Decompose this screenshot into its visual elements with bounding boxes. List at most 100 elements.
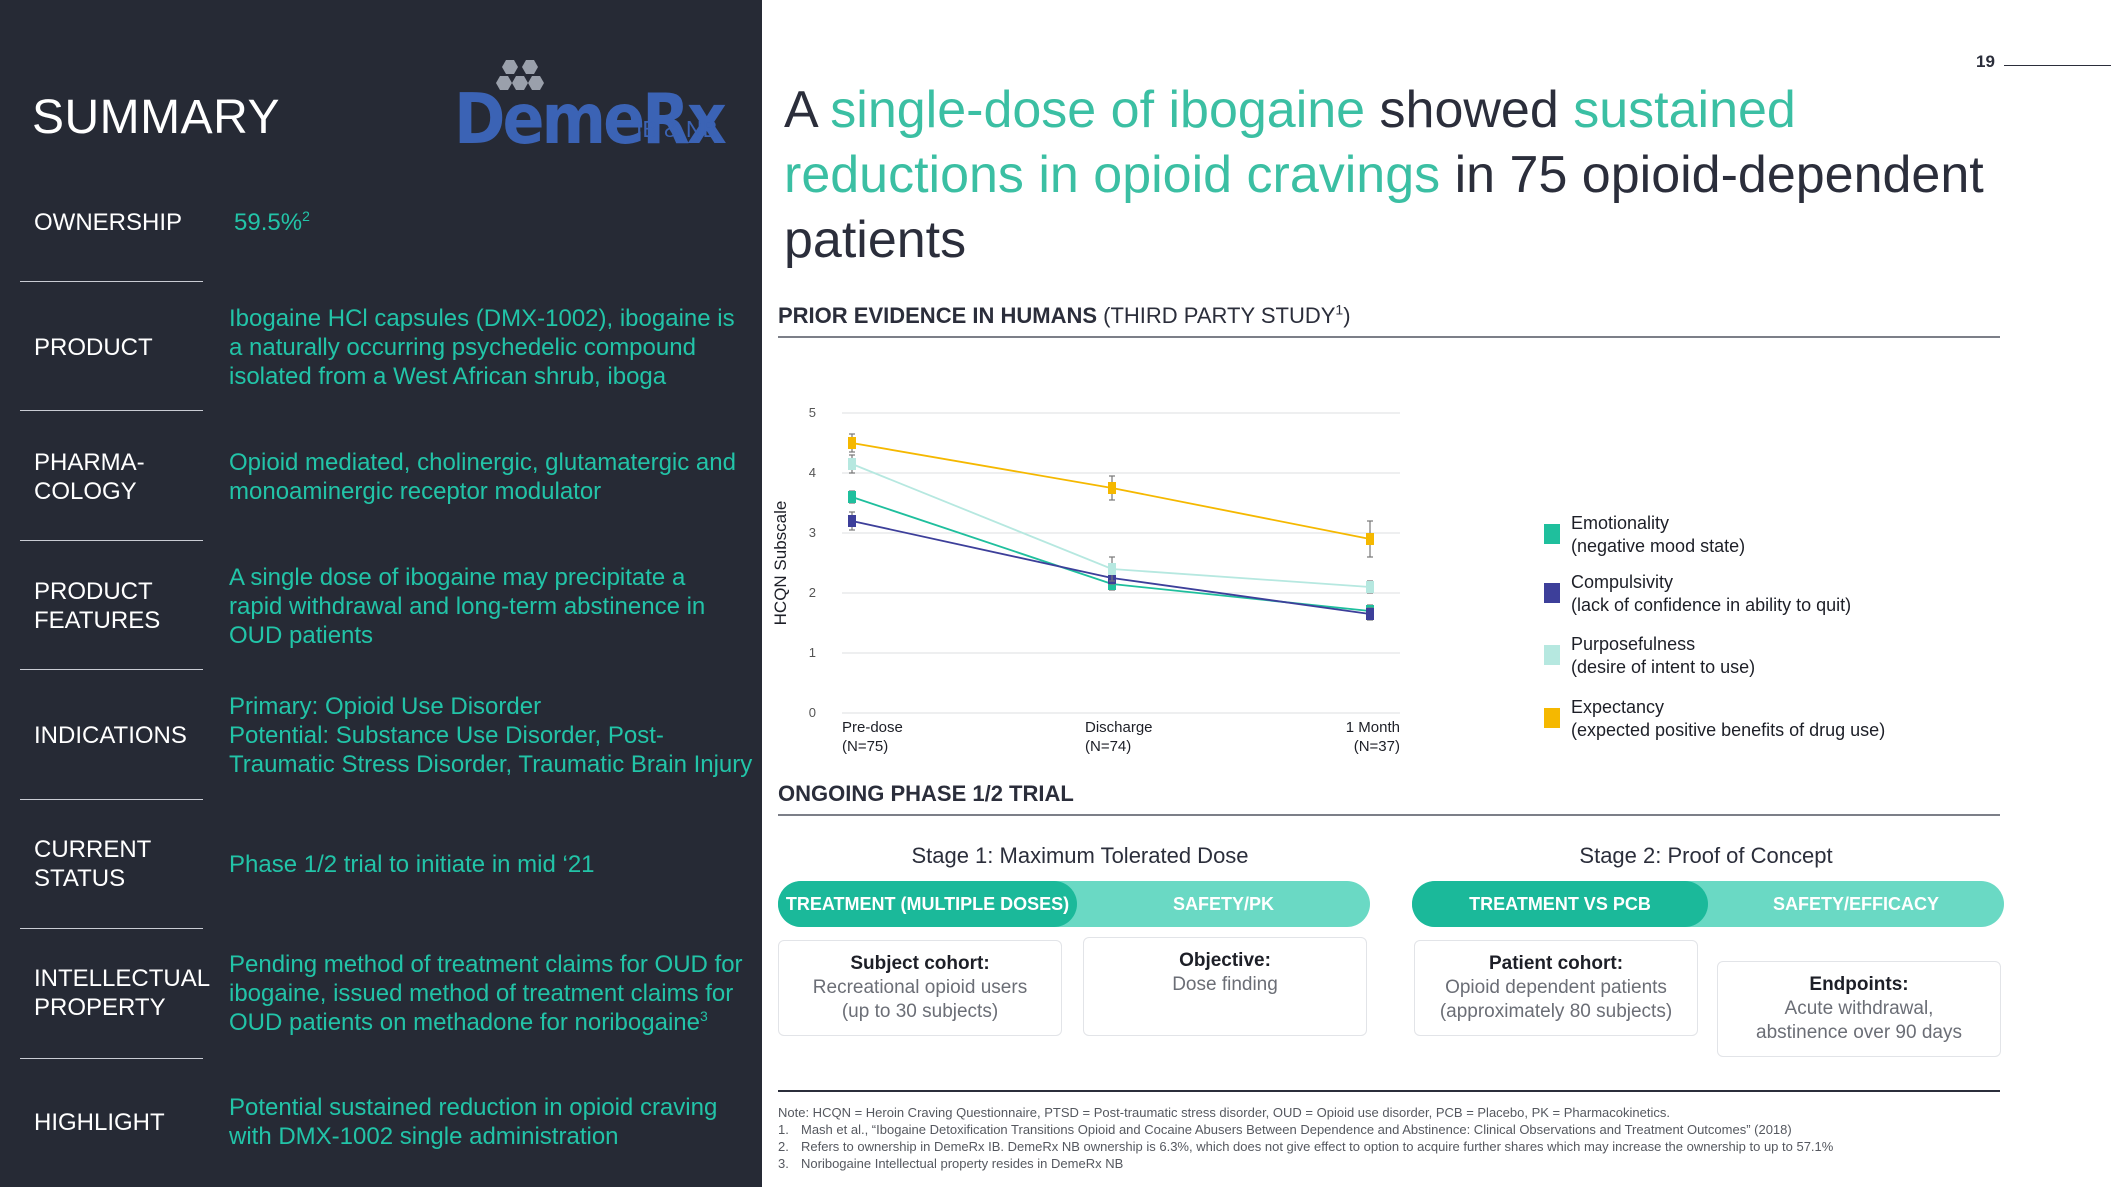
legend-series-desc: (expected positive benefits of drug use) (1571, 720, 1886, 740)
y-tick-label: 0 (809, 705, 816, 720)
logo-suffix: IB & NB (636, 116, 718, 142)
hcqn-line-chart: HCQN Subscale 0 1 2 3 4 5 Pre-dose (N=75) Dischar… (771, 405, 1400, 755)
summary-row-label: CURRENT STATUS (34, 835, 151, 893)
summary-row-value: Phase 1/2 trial to initiate in mid ‘21 (229, 850, 759, 879)
summary-row-divider (20, 1058, 203, 1059)
summary-row-label-line: PROPERTY (34, 994, 166, 1021)
legend-swatch (1544, 708, 1560, 728)
prior-evidence-title: PRIOR EVIDENCE IN HUMANS (THIRD PARTY ST… (778, 303, 1351, 329)
prior-evidence-title-bold: PRIOR EVIDENCE IN HUMANS (778, 303, 1098, 328)
stage2-endpoints-box: Endpoints: Acute withdrawal, abstinence … (1717, 961, 2001, 1057)
prior-evidence-rule (778, 336, 2000, 338)
summary-row-value-line: monoaminergic receptor modulator (229, 478, 602, 505)
summary-row-divider (20, 281, 203, 282)
legend-item: Compulsivity (lack of confidence in abili… (1540, 571, 1960, 619)
summary-row-value-line: A single dose of ibogaine may precipitat… (229, 563, 686, 591)
stage1-treatment-label: TREATMENT (MULTIPLE DOSES) (785, 894, 1070, 914)
stage1-box2-head: Objective: (1179, 950, 1271, 971)
footnote: 3. Noribogaine Intellectual property resi… (778, 1155, 1833, 1172)
headline-line: reductions in opioid cravings in 75 opio… (784, 143, 2024, 208)
data-point (1108, 482, 1116, 494)
summary-row-value-line: Opioid mediated, cholinergic, glutamater… (229, 449, 736, 476)
legend-series-desc: (lack of confidence in ability to quit) (1571, 595, 1852, 615)
stage2-patient-cohort-box: Patient cohort: Opioid dependent patient… (1414, 940, 1698, 1036)
footnote-ref: 3 (699, 1007, 708, 1024)
logo-wordmark: DemeRx (454, 78, 727, 160)
footnote-text: Refers to ownership in DemeRx IB. DemeRx… (801, 1139, 1834, 1154)
page-number-rule (2004, 65, 2111, 66)
headline-text: showed (1365, 81, 1574, 139)
legend-item: Purposefulness (desire of intent to use) (1540, 633, 1960, 681)
data-point (1366, 581, 1374, 593)
footnote-ref: 2 (302, 207, 310, 224)
stage2-treatment-label: TREATMENT VS PCB (1469, 894, 1651, 914)
legend-series-desc: (desire of intent to use) (1571, 657, 1756, 677)
stage2-treatment-pill (1412, 881, 1708, 927)
legend-swatch (1544, 583, 1560, 603)
headline-line: A single-dose of ibogaine showed sustain… (784, 78, 2024, 143)
data-point (848, 515, 856, 527)
summary-row-label: INTELLECTUAL PROPERTY (34, 964, 210, 1022)
summary-title: SUMMARY (32, 91, 280, 144)
ongoing-trial-title: ONGOING PHASE 1/2 TRIAL (778, 781, 1074, 807)
prior-evidence-title-end: ) (1343, 303, 1351, 328)
summary-row-value: Pending method of treatment claims for O… (229, 950, 759, 1037)
stage1-treatment-pill (778, 881, 1077, 927)
stage2-box1-line: Opioid dependent patients (1445, 977, 1667, 998)
footnote: Note: HCQN = Heroin Craving Questionnair… (778, 1104, 1833, 1121)
summary-row-label-line: INDICATIONS (34, 721, 187, 749)
series-line (851, 496, 1371, 612)
stage1-title: Stage 1: Maximum Tolerated Dose (911, 843, 1249, 868)
headline-text: A (784, 81, 831, 139)
legend-item: Expectancy (expected positive benefits of… (1540, 696, 1960, 744)
summary-row-value-line: Primary: Opioid Use Disorder (229, 692, 542, 720)
summary-row-label-line: PRODUCT (34, 578, 153, 605)
stage1-box1-line: (up to 30 subjects) (841, 1001, 999, 1022)
summary-row-label: HIGHLIGHT (34, 1108, 165, 1137)
summary-row-value: Ibogaine HCl capsules (DMX-1002), ibogai… (229, 304, 759, 391)
data-point (848, 491, 856, 503)
summary-row-label: PRODUCT (34, 333, 153, 362)
series-purposefulness (848, 454, 1374, 594)
summary-panel: SUMMARY DemeRx IB & NB OWNERSHIP 59.5%2 PR… (0, 0, 762, 1187)
stage2-safety-label: SAFETY/EFFICACY (1772, 894, 1939, 914)
stage1-box1-head: Subject cohort: (850, 953, 990, 974)
legend-series-name: Emotionality (1571, 513, 1670, 533)
summary-row-divider (20, 410, 203, 411)
data-point (1108, 563, 1116, 575)
summary-row-value-line: rapid withdrawal and long-term abstinenc… (229, 592, 706, 620)
headline-accent-text: sustained (1573, 81, 1796, 139)
data-point (1366, 533, 1374, 545)
legend-series-name: Purposefulness (1571, 634, 1696, 654)
x-tick-label: Discharge (1085, 719, 1153, 736)
data-point (848, 458, 856, 470)
prior-evidence-footnote-ref: 1 (1335, 301, 1344, 318)
legend-swatch (1544, 645, 1560, 665)
summary-row-divider (20, 799, 203, 800)
stage2-box1-head: Patient cohort: (1488, 953, 1624, 974)
y-tick-label: 1 (809, 645, 816, 660)
summary-row-label-line: STATUS (34, 865, 126, 892)
legend-label: Emotionality (negative mood state) (1571, 512, 1745, 558)
series-expectancy (848, 433, 1374, 558)
summary-row-label-line: OWNERSHIP (34, 208, 183, 236)
summary-row-value-line: ibogaine, issued method of treatment cla… (229, 979, 734, 1007)
stage1-safety-label: SAFETY/PK (1172, 894, 1274, 914)
summary-row-value: Opioid mediated, cholinergic, glutamater… (229, 448, 759, 506)
summary-row-value-line: Traumatic Stress Disorder, Traumatic Bra… (229, 750, 753, 778)
x-tick-n-label: (N=74) (1085, 738, 1131, 755)
summary-row-value: A single dose of ibogaine may precipitat… (229, 563, 759, 650)
y-tick-label: 2 (809, 585, 816, 600)
summary-row-value-line: Potential sustained reduction in opioid … (229, 1094, 718, 1121)
summary-row-label: PHARMA- COLOGY (34, 448, 145, 506)
stage1-box2-line: Dose finding (1172, 974, 1278, 995)
legend-item: Emotionality (negative mood state) (1540, 512, 1960, 560)
headline-accent-text: reductions in opioid cravings (784, 146, 1441, 204)
footnote: 2. Refers to ownership in DemeRx IB. Deme… (778, 1138, 1833, 1155)
footnote-number: 3. (778, 1156, 789, 1171)
x-tick-n-label: (N=75) (842, 738, 888, 755)
x-tick-n-label: (N=37) (1354, 738, 1400, 755)
y-axis-label: HCQN Subscale (771, 501, 790, 626)
series-emotionality (848, 490, 1374, 618)
summary-row-label: OWNERSHIP (34, 208, 182, 237)
